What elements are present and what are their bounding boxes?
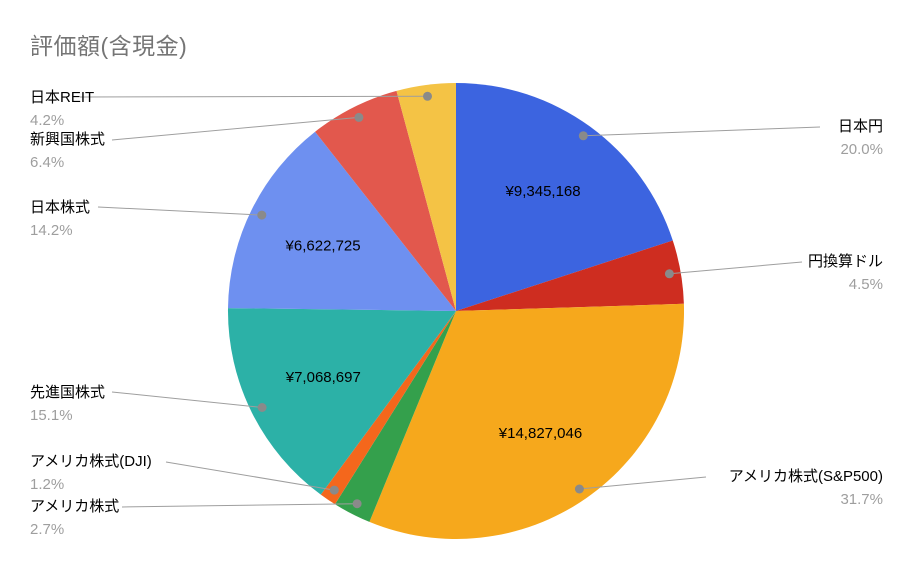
slice-name: 日本株式 xyxy=(30,199,91,216)
slice-name: 先進国株式 xyxy=(30,384,106,401)
slice-value-label: ¥14,827,046 xyxy=(498,425,582,442)
leader-line xyxy=(79,95,428,98)
leader-dot xyxy=(578,131,588,141)
leader-line xyxy=(97,206,262,216)
leader-dot xyxy=(352,499,362,509)
slice-percentage: 14.2% xyxy=(30,222,73,239)
leader-line xyxy=(165,461,335,491)
label-japan-stocks: 日本株式 14.2% xyxy=(30,196,90,242)
leader-line xyxy=(583,126,821,137)
label-developed-stocks: 先進国株式 15.1% xyxy=(30,381,105,427)
slice-percentage: 31.7% xyxy=(840,491,883,508)
slice-name: アメリカ株式(S&P500) xyxy=(728,468,883,485)
slice-value-label: ¥6,622,725 xyxy=(285,237,361,254)
leader-line xyxy=(111,391,263,408)
leader-line xyxy=(579,476,707,490)
label-emerging-stocks: 新興国株式 6.4% xyxy=(30,128,105,174)
pie-slice-3[interactable] xyxy=(335,311,456,522)
pie-slice-1[interactable] xyxy=(456,240,684,312)
slice-percentage: 2.7% xyxy=(30,521,65,538)
label-us-stocks-dji: アメリカ株式(DJI) 1.2% xyxy=(30,450,152,496)
slice-value-label: ¥7,068,697 xyxy=(285,369,361,386)
slice-percentage: 4.2% xyxy=(30,112,65,129)
leader-dot xyxy=(354,112,364,122)
label-usd-in-yen: 円換算ドル 4.5% xyxy=(808,250,883,296)
chart-title: 評価額(含現金) xyxy=(30,33,188,59)
leader-dot xyxy=(423,91,432,101)
label-japan-reit: 日本REIT 4.2% xyxy=(30,86,94,132)
slice-percentage: 15.1% xyxy=(30,407,73,424)
label-japanese-yen: 日本円 20.0% xyxy=(838,115,883,161)
pie-slice-2[interactable] xyxy=(369,303,685,539)
leader-line xyxy=(111,116,359,141)
pie-slice-8[interactable] xyxy=(396,83,457,311)
label-us-stocks-sp500: アメリカ株式(S&P500) 31.7% xyxy=(729,465,883,511)
label-us-stocks: アメリカ株式 2.7% xyxy=(30,495,119,541)
leader-line xyxy=(121,503,358,508)
pie-slice-4[interactable] xyxy=(320,311,456,505)
slice-name: 日本REIT xyxy=(30,89,95,106)
leader-dot xyxy=(329,485,339,495)
slice-name: アメリカ株式(DJI) xyxy=(30,453,152,470)
slice-percentage: 6.4% xyxy=(30,154,65,171)
pie-slice-5[interactable] xyxy=(227,308,456,495)
leader-dot xyxy=(257,210,267,220)
slice-name: 新興国株式 xyxy=(30,131,106,148)
slice-percentage: 4.5% xyxy=(848,276,883,293)
leader-dot xyxy=(257,403,267,412)
pie-slice-6[interactable] xyxy=(228,131,456,311)
leader-dot xyxy=(574,484,584,494)
pie-slice-0[interactable] xyxy=(456,83,673,311)
slice-name: 円換算ドル xyxy=(807,253,883,270)
slice-name: 日本円 xyxy=(837,118,883,135)
pie-slice-7[interactable] xyxy=(315,90,456,312)
slice-name: アメリカ株式 xyxy=(30,498,120,515)
leader-dot xyxy=(664,269,674,279)
slice-percentage: 1.2% xyxy=(30,476,65,493)
slice-value-label: ¥9,345,168 xyxy=(505,183,581,200)
slice-percentage: 20.0% xyxy=(840,141,883,158)
leader-line xyxy=(669,261,803,275)
